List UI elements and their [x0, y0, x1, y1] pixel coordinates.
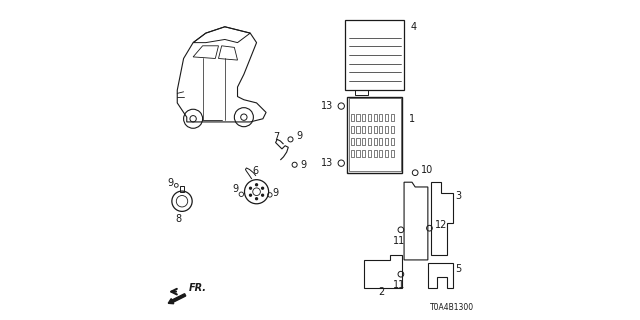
Bar [391, 114, 394, 121]
Bar [356, 126, 360, 133]
Text: 2: 2 [379, 287, 385, 297]
Bar [391, 138, 394, 145]
Text: 9: 9 [233, 184, 239, 194]
Bar [356, 150, 360, 157]
Bar [356, 114, 360, 121]
Circle shape [250, 194, 252, 196]
Bar [362, 138, 365, 145]
Bar [380, 114, 383, 121]
Bar [385, 114, 388, 121]
Bar [347, 97, 403, 173]
Bar [380, 126, 383, 133]
Bar [356, 138, 360, 145]
Bar [391, 126, 394, 133]
Text: 13: 13 [321, 101, 333, 111]
Bar [374, 138, 377, 145]
Text: 6: 6 [252, 166, 258, 176]
Bar [380, 138, 383, 145]
Bar [351, 126, 354, 133]
Text: 3: 3 [455, 191, 461, 202]
Text: 9: 9 [296, 131, 302, 140]
Circle shape [262, 194, 264, 196]
Bar [385, 138, 388, 145]
FancyArrow shape [168, 294, 186, 304]
Bar [351, 150, 354, 157]
Bar [349, 98, 401, 171]
Circle shape [250, 187, 252, 189]
Text: 8: 8 [175, 214, 181, 224]
Bar [385, 150, 388, 157]
Text: FR.: FR. [188, 283, 206, 292]
Text: 13: 13 [321, 158, 333, 168]
Text: 11: 11 [393, 236, 405, 246]
Bar [355, 90, 367, 95]
Bar [380, 150, 383, 157]
Bar [385, 126, 388, 133]
Text: 9: 9 [272, 188, 278, 198]
Circle shape [255, 184, 257, 186]
Text: 9: 9 [300, 160, 307, 170]
Bar [362, 126, 365, 133]
Bar [368, 126, 371, 133]
Bar [374, 126, 377, 133]
Circle shape [262, 187, 264, 189]
Bar [368, 138, 371, 145]
Bar [368, 150, 371, 157]
Bar [362, 150, 365, 157]
Bar [374, 114, 377, 121]
Bar [368, 114, 371, 121]
Text: 9: 9 [167, 178, 173, 188]
Bar [391, 150, 394, 157]
Bar [180, 186, 184, 192]
Text: 12: 12 [435, 220, 447, 230]
Text: T0A4B1300: T0A4B1300 [429, 303, 474, 312]
Text: 4: 4 [410, 22, 417, 32]
Text: 11: 11 [393, 280, 405, 290]
Circle shape [255, 198, 257, 200]
Bar [346, 20, 404, 90]
Bar [374, 150, 377, 157]
Bar [362, 114, 365, 121]
Text: 5: 5 [455, 264, 461, 275]
Text: 1: 1 [409, 114, 415, 124]
Bar [351, 114, 354, 121]
Bar [351, 138, 354, 145]
Text: 7: 7 [273, 132, 279, 142]
Text: 10: 10 [421, 164, 433, 174]
